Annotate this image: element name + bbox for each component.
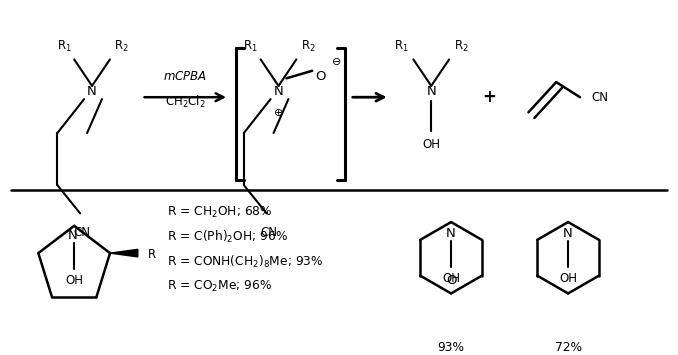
Text: N: N bbox=[274, 85, 283, 98]
Text: N: N bbox=[87, 85, 97, 98]
Text: $\oplus$: $\oplus$ bbox=[273, 107, 283, 118]
Text: R$_1$: R$_1$ bbox=[394, 39, 409, 54]
Text: N: N bbox=[67, 229, 77, 242]
Text: O: O bbox=[315, 70, 325, 83]
Text: CN: CN bbox=[74, 226, 91, 239]
Text: O: O bbox=[446, 274, 456, 287]
Text: R: R bbox=[148, 248, 156, 262]
Text: OH: OH bbox=[422, 138, 440, 151]
Text: R$_1$: R$_1$ bbox=[57, 39, 72, 54]
Text: R = CONH(CH$_2$)$_8$Me; 93%: R = CONH(CH$_2$)$_8$Me; 93% bbox=[167, 253, 324, 269]
Text: R = CH$_2$OH; 68%: R = CH$_2$OH; 68% bbox=[167, 205, 273, 220]
Text: OH: OH bbox=[559, 272, 577, 285]
Text: R$_2$: R$_2$ bbox=[115, 39, 129, 54]
Text: CN: CN bbox=[591, 91, 608, 104]
Text: R$_2$: R$_2$ bbox=[454, 39, 468, 54]
Text: N: N bbox=[426, 85, 436, 98]
Text: 72%: 72% bbox=[555, 341, 582, 354]
Text: CN: CN bbox=[260, 226, 277, 239]
Text: R$_1$: R$_1$ bbox=[243, 39, 258, 54]
Polygon shape bbox=[110, 249, 138, 257]
Text: $\ominus$: $\ominus$ bbox=[331, 56, 341, 67]
Text: R = CO$_2$Me; 96%: R = CO$_2$Me; 96% bbox=[167, 279, 273, 294]
Text: 93%: 93% bbox=[437, 341, 464, 354]
Text: R = C(Ph)$_2$OH; 96%: R = C(Ph)$_2$OH; 96% bbox=[167, 229, 289, 245]
Text: +: + bbox=[482, 88, 496, 106]
Text: R$_2$: R$_2$ bbox=[301, 39, 316, 54]
Text: OH: OH bbox=[442, 272, 460, 285]
Text: OH: OH bbox=[65, 274, 83, 287]
Text: N: N bbox=[563, 227, 573, 240]
Text: CH$_2$Cl$_2$: CH$_2$Cl$_2$ bbox=[165, 94, 205, 110]
Text: $m$CPBA: $m$CPBA bbox=[163, 70, 207, 83]
Text: N: N bbox=[446, 227, 456, 240]
